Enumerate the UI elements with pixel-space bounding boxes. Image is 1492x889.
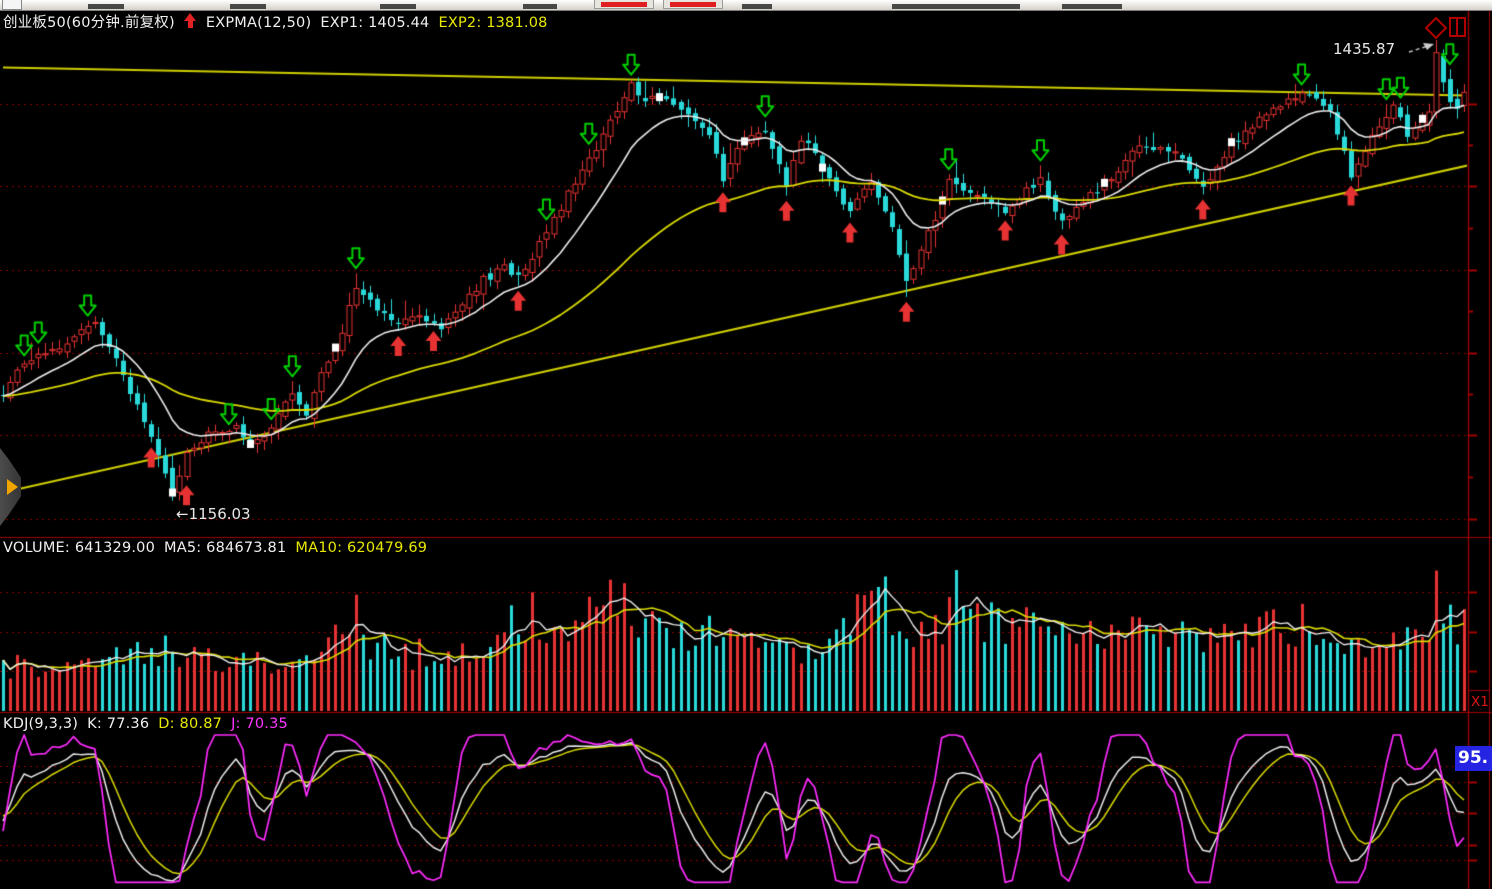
kdj-value-badge: 95. bbox=[1455, 746, 1492, 771]
low-annotation: ←1156.03 bbox=[176, 505, 251, 523]
menu-item-stub[interactable] bbox=[380, 4, 416, 9]
red-label-stub bbox=[670, 2, 716, 7]
split-divider bbox=[1456, 19, 1458, 35]
d-value: D: 80.87 bbox=[158, 716, 223, 732]
volume-panel-header: VOLUME: 641329.00 MA5: 684673.81 MA10: 620… bbox=[3, 540, 436, 556]
up-arrow-icon bbox=[183, 13, 197, 28]
menu-button-red-2[interactable] bbox=[663, 0, 723, 9]
ma5-value: MA5: 684673.81 bbox=[164, 540, 287, 556]
split-window-icon[interactable] bbox=[1449, 17, 1466, 37]
kdj-label[interactable]: KDJ(9,3,3) bbox=[3, 716, 79, 732]
exp2-value: EXP2: 1381.08 bbox=[438, 15, 548, 31]
menu-item-stub[interactable] bbox=[88, 4, 124, 9]
menu-item-stub[interactable] bbox=[230, 4, 266, 9]
menu-item-stub[interactable] bbox=[1062, 4, 1122, 9]
main-panel-header: 创业板50(60分钟.前复权) EXPMA(12,50) EXP1: 1405.44… bbox=[3, 11, 557, 32]
j-value: J: 70.35 bbox=[231, 716, 288, 732]
ma10-value: MA10: 620479.69 bbox=[295, 540, 428, 556]
x1-label: X1 bbox=[1471, 694, 1489, 710]
stock-title: 创业板50(60分钟.前复权) bbox=[3, 15, 175, 31]
menu-item-stub[interactable] bbox=[523, 4, 557, 9]
menu-item-stub[interactable] bbox=[742, 4, 772, 9]
volume-value[interactable]: VOLUME: 641329.00 bbox=[3, 540, 156, 556]
indicator-label[interactable]: EXPMA(12,50) bbox=[205, 15, 312, 31]
expand-arrow-icon bbox=[7, 479, 18, 495]
menu-item-stub[interactable] bbox=[892, 4, 1020, 9]
app-logo-icon bbox=[2, 0, 22, 10]
k-value: K: 77.36 bbox=[87, 716, 150, 732]
high-annotation: 1435.87 bbox=[1333, 40, 1396, 58]
exp1-value: EXP1: 1405.44 bbox=[320, 15, 430, 31]
menu-button-red-1[interactable] bbox=[594, 0, 654, 9]
red-label-stub bbox=[601, 2, 647, 7]
menu-bar[interactable] bbox=[0, 0, 1492, 11]
kdj-panel-header: KDJ(9,3,3) K: 77.36 D: 80.87 J: 70.35 bbox=[3, 716, 297, 732]
